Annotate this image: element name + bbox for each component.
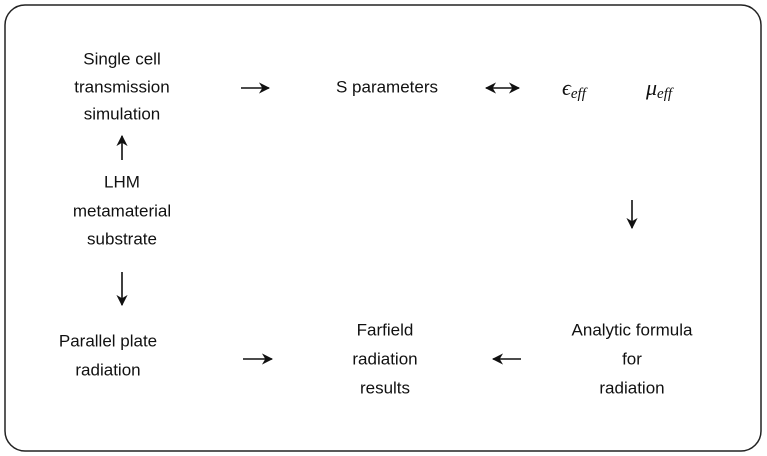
math-base: ϵ <box>562 75 572 100</box>
node-analytic: Analytic formula for radiation <box>572 320 693 397</box>
frame <box>4 4 762 452</box>
node-lhm: LHM metamaterial substrate <box>73 172 171 248</box>
node-label: substrate <box>87 229 157 248</box>
node-label: radiation <box>75 360 140 379</box>
math-base: μ <box>645 75 657 100</box>
node-label: radiation <box>599 378 664 397</box>
node-label: radiation <box>352 349 417 368</box>
math-sub: eff <box>657 86 674 102</box>
node-label: simulation <box>84 104 161 123</box>
node-label: Single cell <box>83 49 161 68</box>
node-label: Parallel plate <box>59 331 157 350</box>
math-mu: μeff <box>645 75 674 102</box>
node-label: results <box>360 378 410 397</box>
node-label: Farfield <box>357 320 414 339</box>
node-label: for <box>622 349 642 368</box>
math-sub: eff <box>571 86 588 102</box>
math-epsilon: ϵeff <box>562 75 588 102</box>
node-label: LHM <box>104 172 140 191</box>
node-label: transmission <box>74 77 169 96</box>
node-farfield: Farfield radiation results <box>352 320 417 397</box>
node-label: metamaterial <box>73 201 171 220</box>
node-parallel-plate: Parallel plate radiation <box>59 331 157 379</box>
node-single-cell: Single cell transmission simulation <box>74 49 169 123</box>
node-label: Analytic formula <box>572 320 693 339</box>
node-label: S parameters <box>336 77 438 96</box>
